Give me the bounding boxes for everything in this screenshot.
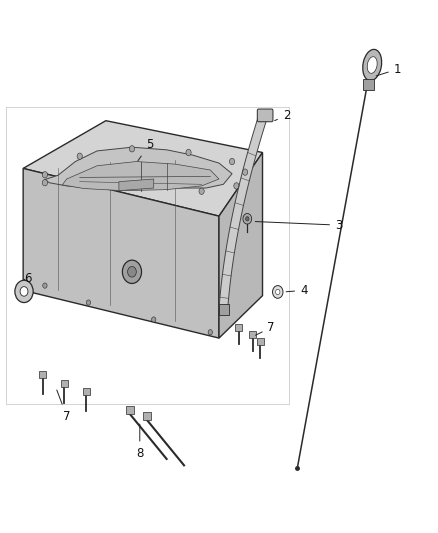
Text: 4: 4: [286, 284, 307, 297]
Circle shape: [243, 214, 252, 224]
Polygon shape: [126, 406, 134, 414]
Circle shape: [42, 180, 47, 186]
Polygon shape: [39, 371, 46, 378]
Polygon shape: [23, 168, 219, 338]
Circle shape: [15, 280, 33, 303]
Polygon shape: [235, 324, 242, 331]
Text: 8: 8: [136, 424, 144, 459]
Polygon shape: [61, 381, 68, 387]
Polygon shape: [257, 338, 264, 345]
Circle shape: [234, 183, 239, 189]
Polygon shape: [83, 388, 90, 395]
Circle shape: [208, 329, 212, 335]
Text: 1: 1: [376, 63, 401, 76]
Polygon shape: [219, 116, 267, 310]
Circle shape: [86, 300, 91, 305]
Circle shape: [122, 260, 141, 284]
Polygon shape: [219, 304, 229, 316]
Polygon shape: [363, 79, 374, 90]
Polygon shape: [250, 331, 256, 338]
Circle shape: [272, 286, 283, 298]
Circle shape: [129, 146, 134, 152]
Polygon shape: [219, 152, 262, 338]
Polygon shape: [23, 120, 262, 216]
Circle shape: [246, 216, 249, 221]
Polygon shape: [119, 179, 154, 191]
Polygon shape: [45, 147, 232, 188]
Circle shape: [43, 283, 47, 288]
Ellipse shape: [363, 50, 381, 80]
Circle shape: [20, 287, 28, 296]
Polygon shape: [62, 161, 219, 191]
Circle shape: [186, 149, 191, 156]
Text: 7: 7: [255, 321, 275, 335]
Ellipse shape: [367, 56, 377, 74]
Text: 5: 5: [138, 138, 153, 161]
Circle shape: [152, 317, 156, 322]
Circle shape: [199, 188, 204, 195]
Polygon shape: [143, 413, 151, 420]
FancyBboxPatch shape: [257, 109, 273, 122]
Text: 7: 7: [57, 390, 71, 423]
Circle shape: [276, 289, 280, 295]
Circle shape: [127, 266, 136, 277]
Text: 2: 2: [275, 109, 290, 122]
Circle shape: [243, 169, 248, 175]
Circle shape: [77, 153, 82, 159]
Text: 3: 3: [255, 219, 343, 232]
Text: 6: 6: [24, 272, 31, 285]
Circle shape: [42, 172, 47, 178]
Circle shape: [230, 158, 235, 165]
